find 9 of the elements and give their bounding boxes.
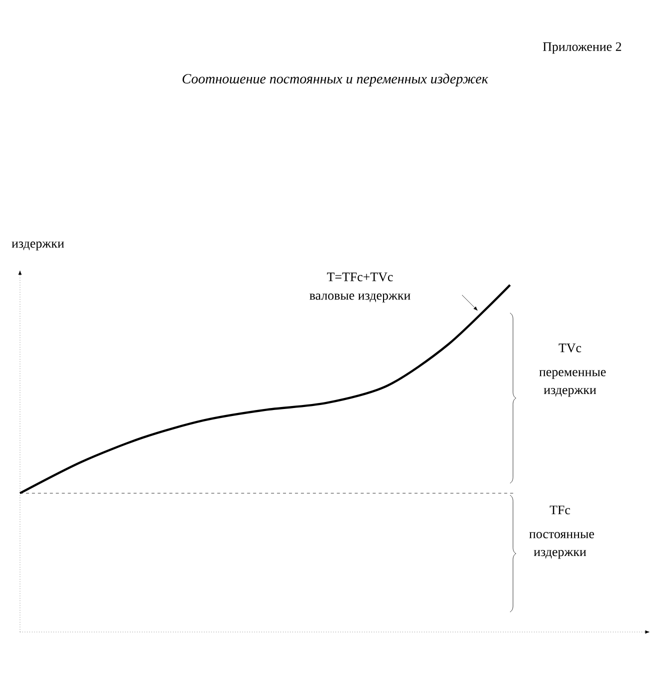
- text: TFc: [550, 506, 570, 514]
- annotation: валовые издержки: [310, 294, 410, 302]
- y-axis-title: издержки: [12, 242, 64, 250]
- text: T=TFc+TVc: [327, 272, 393, 282]
- text: TVc: [558, 344, 582, 352]
- text: переменные издержки: [539, 370, 606, 397]
- chart-title: Соотношение постоянных и переменных издержек: [182, 74, 488, 86]
- text: постоянные издержки: [529, 532, 594, 559]
- text: Приложение 2: [542, 42, 622, 54]
